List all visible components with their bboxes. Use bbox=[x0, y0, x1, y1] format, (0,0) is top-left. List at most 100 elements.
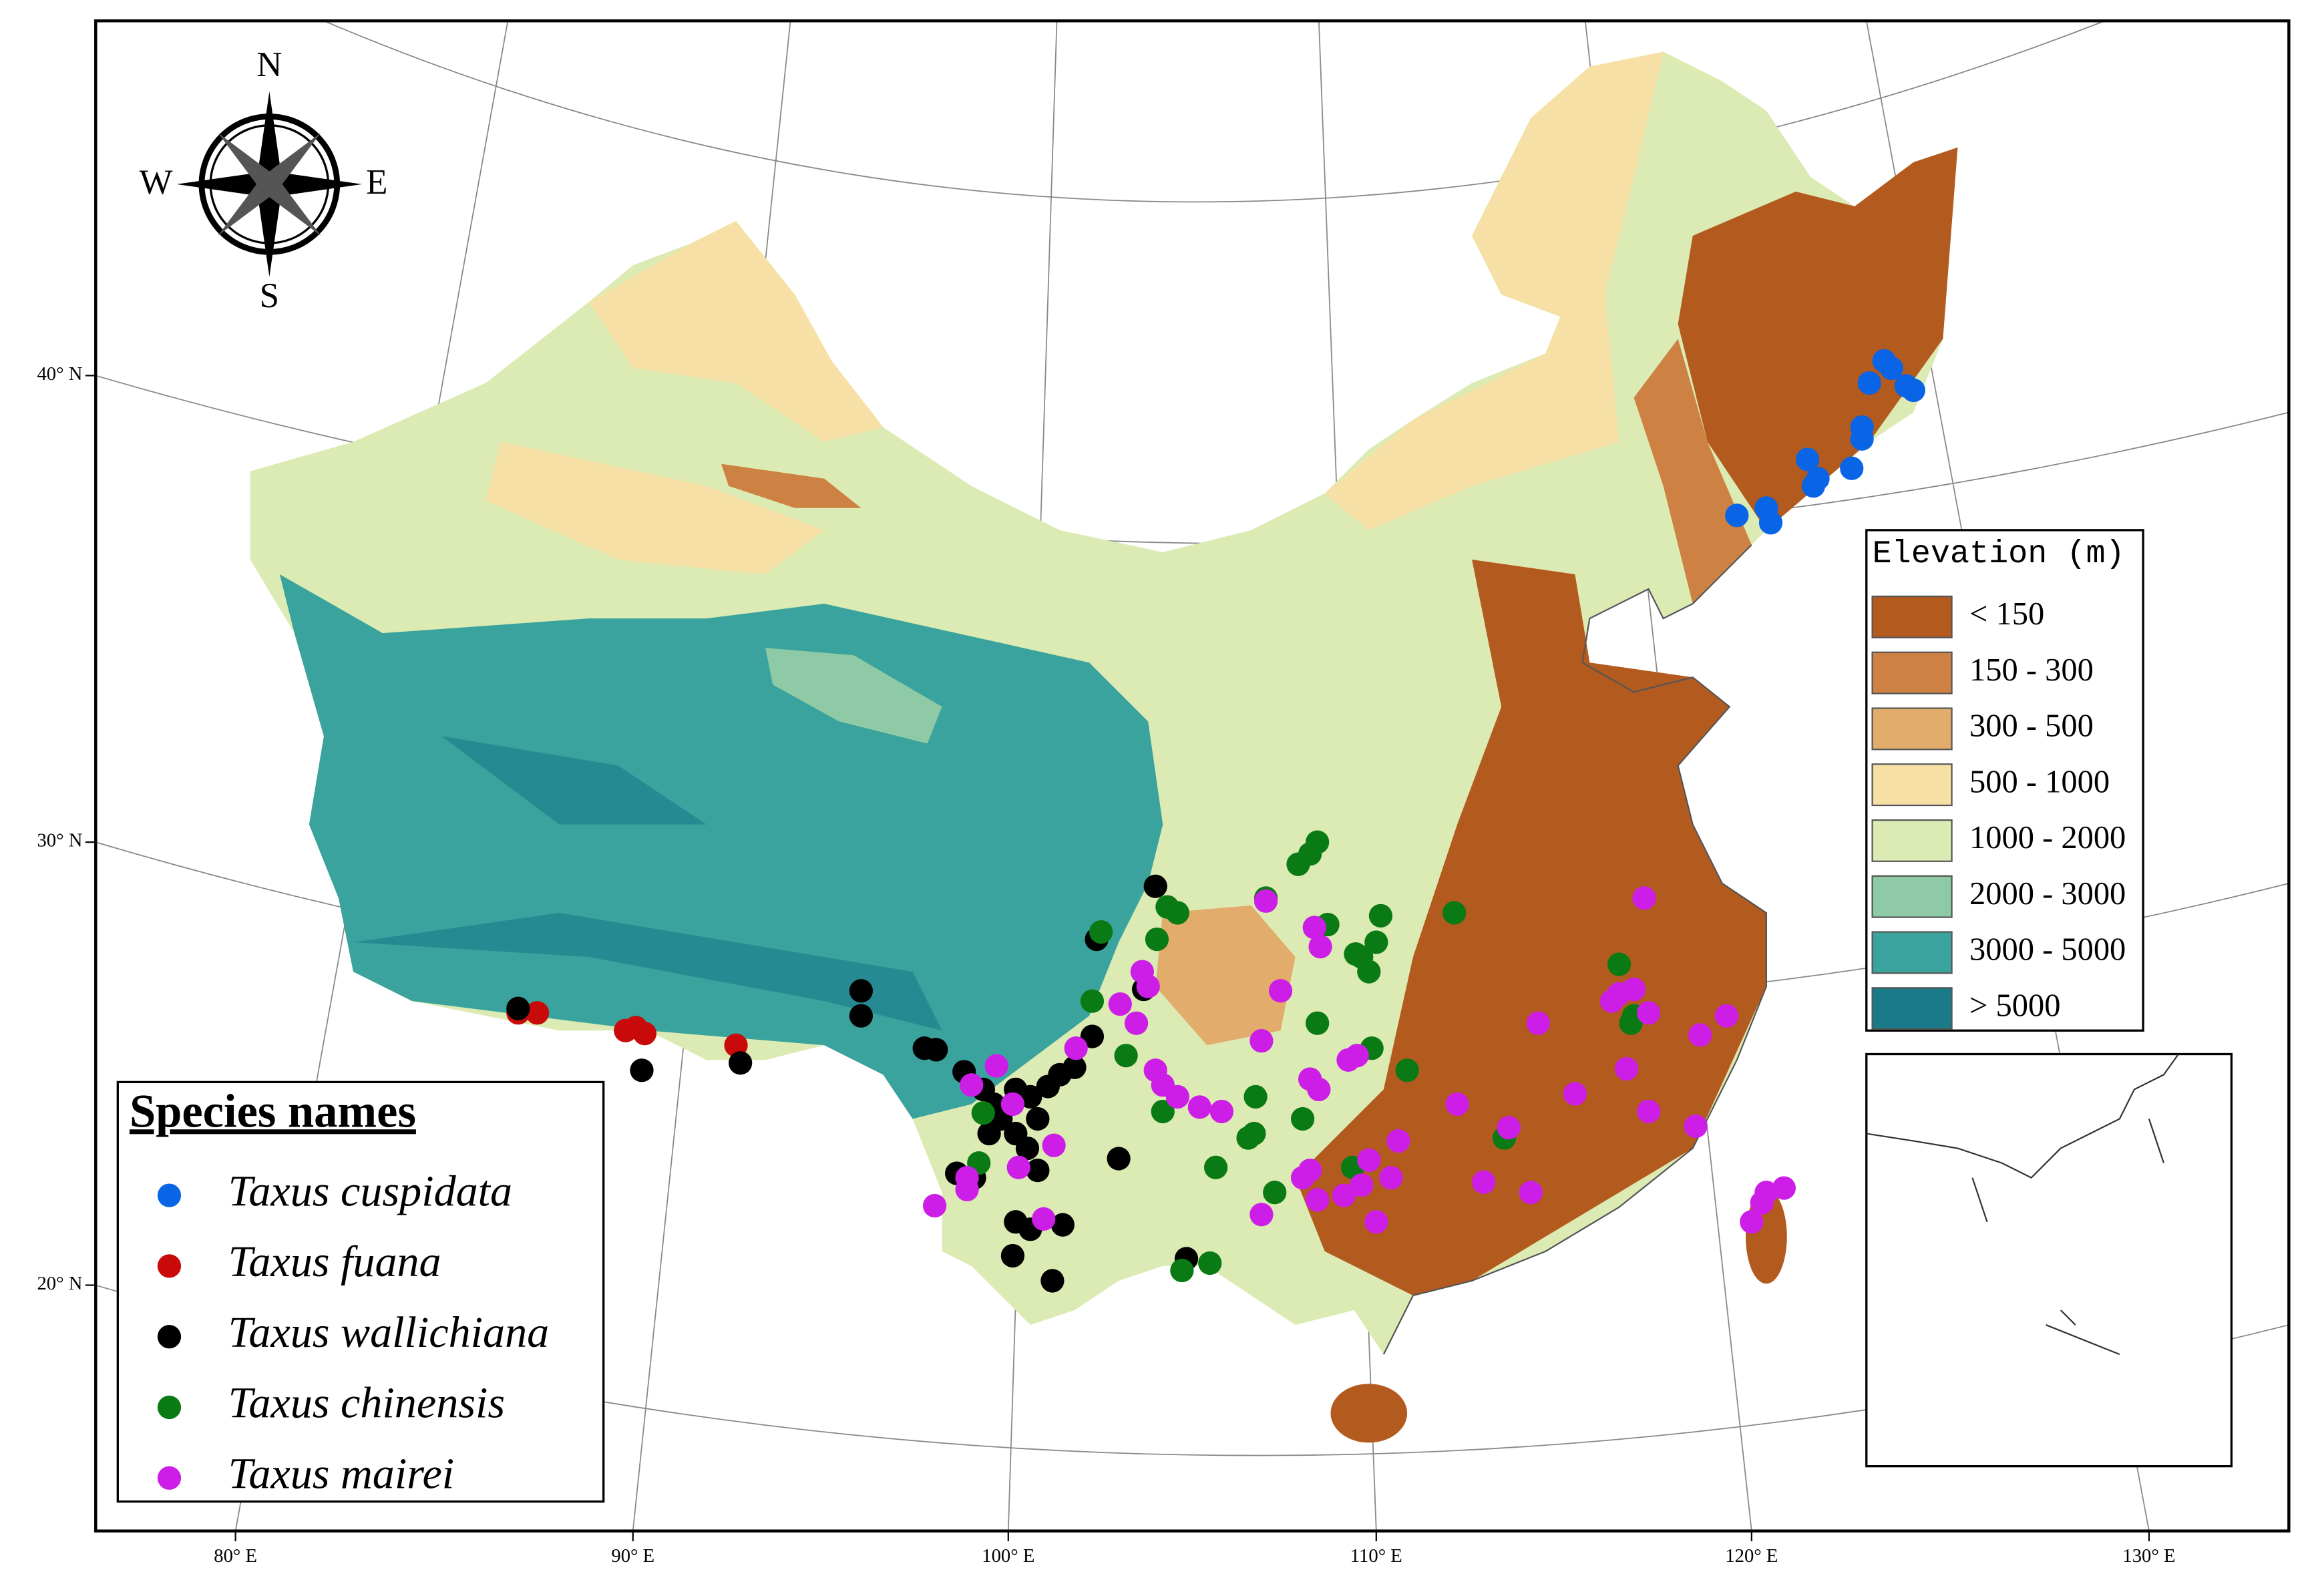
legend-label: > 5000 bbox=[1969, 988, 2060, 1023]
legend-dot bbox=[157, 1395, 182, 1420]
qaidam bbox=[765, 648, 942, 744]
occurrence-dot bbox=[1636, 1001, 1661, 1025]
occurrence-dot bbox=[849, 979, 874, 1003]
occurrence-dot bbox=[1357, 1148, 1381, 1172]
occurrence-dot bbox=[984, 1054, 1008, 1078]
occurrence-dot bbox=[1107, 1147, 1131, 1171]
occurrence-dot bbox=[724, 1033, 748, 1057]
occurrence-dot bbox=[1203, 1155, 1228, 1179]
plateau bbox=[486, 51, 1664, 574]
occurrence-dot bbox=[1063, 1055, 1087, 1079]
occurrence-dot bbox=[1290, 1107, 1315, 1131]
occurrence-dot bbox=[1000, 1243, 1025, 1268]
occurrence-dot bbox=[977, 1121, 1001, 1146]
parallel bbox=[323, 20, 2106, 203]
occurrence-dot bbox=[1151, 1099, 1175, 1124]
legend-swatch bbox=[1871, 595, 1953, 638]
occurrence-dot bbox=[1254, 889, 1278, 913]
occurrence-dot bbox=[1170, 1258, 1194, 1283]
occurrence-dot bbox=[1368, 904, 1393, 928]
occurrence-dot bbox=[1302, 916, 1326, 940]
occurrence-dot bbox=[1379, 1166, 1403, 1190]
occurrence-dot bbox=[1472, 1170, 1496, 1194]
occurrence-dot bbox=[1268, 979, 1293, 1003]
occurrence-dot bbox=[1032, 1207, 1056, 1231]
inset-frame bbox=[1865, 1052, 2233, 1468]
legend-title: Species names bbox=[130, 1085, 416, 1137]
occurrence-dot bbox=[1632, 886, 1656, 910]
occurrence-dot bbox=[506, 996, 530, 1020]
lon-labels: 80° E 90° E 100° E 110° E 120° E 130° E bbox=[214, 1531, 2175, 1567]
legend-swatch bbox=[1871, 987, 1953, 1030]
occurrence-dot bbox=[1750, 1191, 1774, 1215]
occurrence-dot bbox=[1249, 1029, 1274, 1053]
occurrence-dot bbox=[1308, 934, 1332, 959]
occurrence-dot bbox=[1114, 1044, 1138, 1068]
hainan bbox=[1330, 1384, 1408, 1443]
occurrence-dot bbox=[1850, 427, 1874, 451]
coastline bbox=[1382, 544, 1767, 1355]
occurrence-dot bbox=[849, 1004, 874, 1028]
legend-dot bbox=[157, 1325, 182, 1349]
lowland bbox=[1295, 147, 1958, 1295]
legend-swatch bbox=[1871, 651, 1953, 694]
occurrence-dot bbox=[1026, 1107, 1050, 1131]
legend-title: Elevation (m) bbox=[1873, 536, 2125, 572]
occurrence-dot bbox=[1442, 901, 1467, 925]
legend-label: 300 - 500 bbox=[1969, 709, 2094, 744]
legend-label: Taxus mairei bbox=[228, 1449, 455, 1498]
occurrence-dot bbox=[1080, 1024, 1105, 1048]
compass-n: N bbox=[256, 45, 282, 84]
legend-swatch bbox=[1871, 819, 1953, 862]
occurrence-dot bbox=[922, 1193, 947, 1218]
occurrence-dot bbox=[1015, 1136, 1040, 1161]
occurrence-dot bbox=[1306, 1188, 1330, 1212]
occurrence-dot bbox=[1350, 1173, 1374, 1197]
occurrence-dot bbox=[1795, 447, 1820, 471]
lon-label: 100° E bbox=[982, 1545, 1034, 1567]
occurrence-dot bbox=[1395, 1058, 1419, 1082]
compass-s: S bbox=[260, 276, 279, 315]
occurrences bbox=[506, 349, 1925, 1293]
occurrence-dot bbox=[1772, 1176, 1796, 1200]
legend-dot bbox=[157, 1254, 182, 1278]
legend-label: 500 - 1000 bbox=[1969, 764, 2110, 799]
legend-frame bbox=[116, 1080, 605, 1503]
occurrence-dot bbox=[630, 1058, 654, 1082]
occurrence-dot bbox=[924, 1038, 948, 1062]
occurrence-dot bbox=[1840, 456, 1864, 480]
occurrence-dot bbox=[1684, 1114, 1708, 1139]
occurrence-dot bbox=[1445, 1092, 1469, 1117]
legend-swatch bbox=[1871, 707, 1953, 751]
occurrence-dot bbox=[1263, 1181, 1287, 1205]
occurrence-dot bbox=[1688, 1023, 1712, 1047]
legend-label: Taxus fuana bbox=[228, 1237, 441, 1286]
legend-label: 150 - 300 bbox=[1969, 652, 2094, 688]
occurrence-dot bbox=[1050, 1213, 1075, 1237]
occurrence-dot bbox=[1386, 1129, 1410, 1153]
lon-label: 90° E bbox=[611, 1545, 654, 1567]
occurrence-dot bbox=[1143, 874, 1167, 898]
compass: N S W E bbox=[140, 45, 388, 315]
lon-label: 120° E bbox=[1725, 1545, 1778, 1567]
occurrence-dot bbox=[1286, 852, 1310, 876]
map-frame bbox=[94, 19, 2291, 1533]
occurrence-dot bbox=[1614, 1056, 1639, 1081]
occurrence-dot bbox=[1901, 378, 1925, 403]
occurrence-dot bbox=[1249, 1203, 1274, 1227]
occurrence-dot bbox=[1064, 1036, 1088, 1060]
legend-label: 3000 - 5000 bbox=[1969, 932, 2126, 968]
occurrence-dot bbox=[1857, 371, 1881, 395]
occurrence-dot bbox=[1236, 1126, 1260, 1150]
occurrence-dot bbox=[1026, 1159, 1050, 1183]
occurrence-dot bbox=[1155, 895, 1179, 919]
occurrence-dot bbox=[1619, 1011, 1643, 1035]
occurrence-dot bbox=[1143, 1058, 1167, 1082]
compass-w: W bbox=[140, 163, 173, 202]
occurrence-dot bbox=[1350, 945, 1374, 969]
occurrence-dot bbox=[1563, 1082, 1587, 1106]
occurrence-dot bbox=[1040, 1269, 1065, 1293]
legend-label: < 150 bbox=[1969, 596, 2044, 632]
